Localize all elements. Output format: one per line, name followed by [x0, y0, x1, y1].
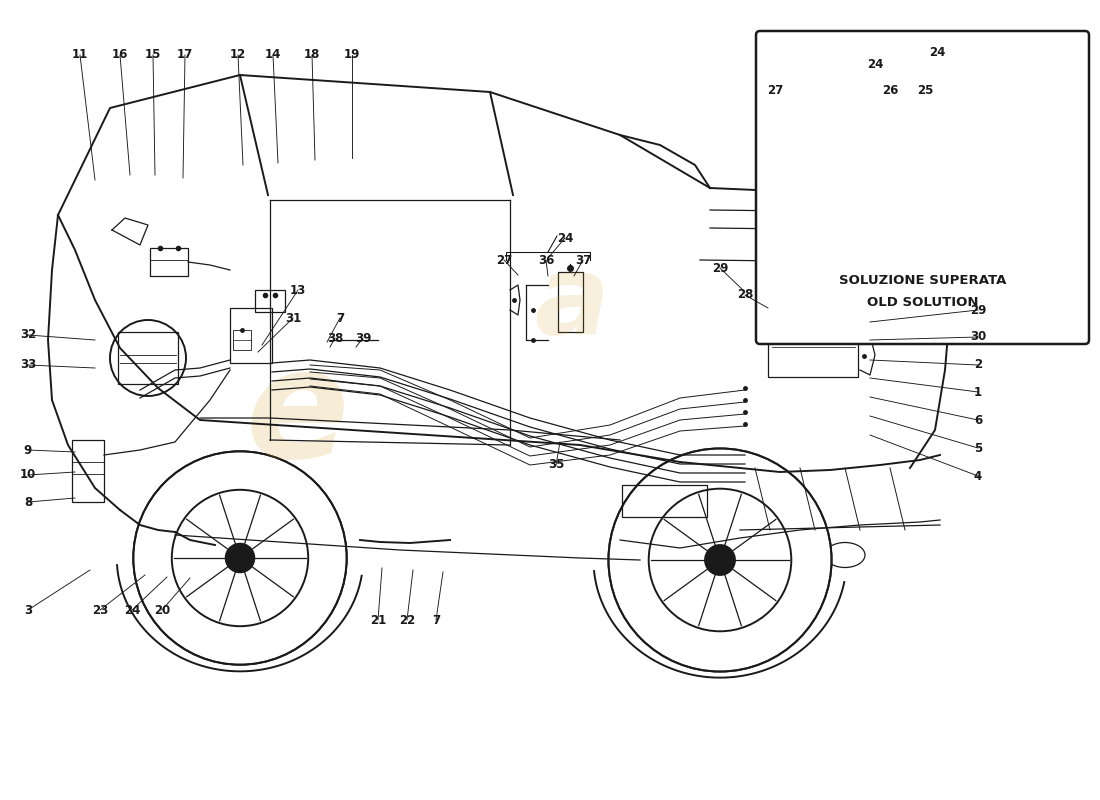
Text: 30: 30: [970, 330, 986, 343]
Text: 39: 39: [355, 331, 371, 345]
Bar: [72, 440, 104, 502]
Text: 23: 23: [92, 603, 108, 617]
Text: 13: 13: [290, 283, 306, 297]
Text: 24: 24: [124, 603, 140, 617]
Bar: [621, 485, 707, 517]
Text: 28: 28: [737, 289, 754, 302]
Text: 24: 24: [930, 46, 946, 59]
Circle shape: [705, 545, 735, 575]
Text: 37: 37: [575, 254, 591, 266]
Text: a: a: [535, 250, 609, 358]
Text: 25: 25: [916, 83, 933, 97]
Text: 20: 20: [154, 603, 170, 617]
Text: 22: 22: [399, 614, 415, 626]
Text: 21: 21: [370, 614, 386, 626]
FancyBboxPatch shape: [756, 31, 1089, 344]
Text: 24: 24: [867, 58, 883, 71]
Text: 1: 1: [974, 386, 982, 398]
Bar: [230, 308, 272, 363]
Text: 16: 16: [112, 49, 129, 62]
Text: 32: 32: [20, 329, 36, 342]
Text: 27: 27: [767, 83, 783, 97]
Text: 17: 17: [177, 49, 194, 62]
Text: 5: 5: [974, 442, 982, 454]
Text: 3: 3: [24, 603, 32, 617]
Text: 29: 29: [970, 303, 987, 317]
Text: 2: 2: [974, 358, 982, 371]
Text: e: e: [245, 342, 349, 490]
Text: 38: 38: [327, 331, 343, 345]
Text: 4: 4: [974, 470, 982, 482]
Text: 26: 26: [882, 83, 899, 97]
Text: 6: 6: [974, 414, 982, 426]
Text: OLD SOLUTION: OLD SOLUTION: [867, 295, 978, 309]
Text: 11: 11: [72, 49, 88, 62]
Circle shape: [608, 449, 832, 671]
Text: 15: 15: [145, 49, 162, 62]
Circle shape: [133, 451, 346, 665]
Text: 7: 7: [432, 614, 440, 626]
Text: 33: 33: [20, 358, 36, 371]
Bar: [768, 295, 858, 377]
Bar: [558, 272, 583, 332]
Text: 29: 29: [712, 262, 728, 274]
Text: 7: 7: [336, 311, 344, 325]
Text: 8: 8: [24, 495, 32, 509]
Bar: [255, 290, 285, 312]
Text: 12: 12: [230, 49, 246, 62]
Text: 19: 19: [344, 49, 360, 62]
Text: 9: 9: [24, 443, 32, 457]
Circle shape: [226, 544, 254, 572]
Bar: [118, 332, 178, 384]
Text: 18: 18: [304, 49, 320, 62]
Text: SOLUZIONE SUPERATA: SOLUZIONE SUPERATA: [839, 274, 1007, 286]
Text: 31: 31: [285, 311, 301, 325]
Bar: [233, 330, 251, 350]
Text: 36: 36: [538, 254, 554, 266]
Text: 24: 24: [557, 231, 573, 245]
Bar: [150, 248, 188, 276]
Text: 27: 27: [496, 254, 513, 266]
Text: 10: 10: [20, 469, 36, 482]
Text: 35: 35: [548, 458, 564, 471]
Text: 14: 14: [265, 49, 282, 62]
